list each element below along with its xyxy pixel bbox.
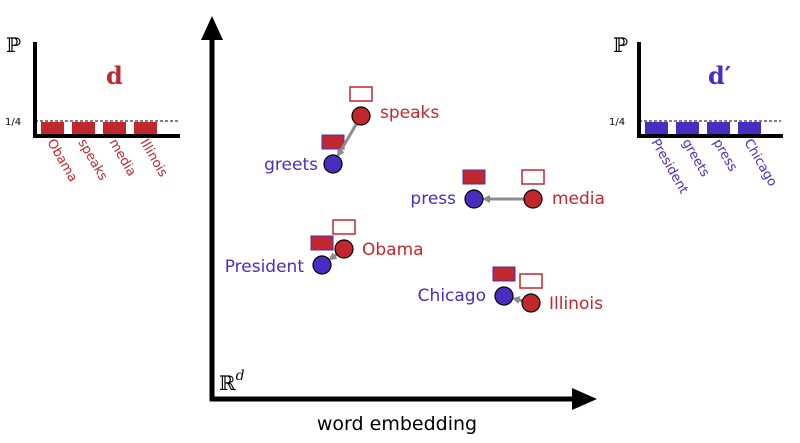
chicago-point bbox=[494, 286, 514, 306]
embedding-x-arrowhead bbox=[572, 388, 597, 410]
media-hollow-marker bbox=[521, 169, 545, 185]
left-bar-label-media: media bbox=[106, 137, 139, 180]
chicago-filled-marker bbox=[492, 266, 516, 282]
right-bar-president bbox=[645, 122, 668, 134]
right-hist-y-label: ℙ bbox=[613, 33, 628, 57]
obama-hollow-marker bbox=[332, 219, 356, 235]
left-hist-title: d bbox=[106, 61, 123, 90]
right-hist-bars bbox=[645, 122, 761, 134]
media-label: media bbox=[552, 189, 605, 209]
pair-media-press: media press bbox=[410, 169, 605, 209]
right-hist-title: d′ bbox=[708, 61, 731, 90]
right-bar-greets bbox=[676, 122, 699, 134]
president-label: President bbox=[225, 257, 305, 277]
speaks-to-greets-arrow bbox=[337, 121, 359, 158]
pair-illinois-chicago: Illinois Chicago bbox=[418, 266, 603, 314]
left-hist-bars bbox=[41, 122, 157, 134]
speaks-point bbox=[351, 106, 371, 126]
left-bar-speaks bbox=[72, 122, 95, 134]
right-bar-label-chicago: Chicago bbox=[741, 137, 780, 190]
embedding-x-label: word embedding bbox=[317, 413, 477, 435]
media-point bbox=[523, 189, 543, 209]
greets-label: greets bbox=[264, 155, 318, 175]
president-point bbox=[312, 255, 332, 275]
embedding-points: speaks greets media press Obama President Illi… bbox=[225, 86, 605, 314]
left-bar-obama bbox=[41, 122, 64, 134]
chicago-label: Chicago bbox=[418, 286, 486, 306]
right-hist-tick-label: 1/4 bbox=[609, 117, 625, 128]
left-bar-media bbox=[103, 122, 126, 134]
embedding-space-label: ℝd bbox=[219, 368, 245, 395]
greets-filled-marker bbox=[321, 134, 345, 150]
press-filled-marker bbox=[462, 169, 486, 185]
left-bar-label-illinois: Illinois bbox=[137, 137, 171, 180]
pair-speaks-greets: speaks greets bbox=[264, 86, 439, 175]
right-bar-chicago bbox=[738, 122, 761, 134]
obama-label: Obama bbox=[362, 240, 424, 260]
left-hist-y-label: ℙ bbox=[6, 33, 21, 57]
president-filled-marker bbox=[310, 235, 334, 251]
illinois-point bbox=[521, 293, 541, 313]
obama-point bbox=[334, 239, 354, 259]
press-label: press bbox=[410, 189, 456, 209]
illinois-label: Illinois bbox=[549, 294, 603, 314]
press-point bbox=[464, 189, 484, 209]
pair-obama-president: Obama President bbox=[225, 219, 424, 277]
right-bar-label-greets: greets bbox=[679, 137, 713, 180]
left-bar-illinois bbox=[134, 122, 157, 134]
speaks-hollow-marker bbox=[349, 86, 373, 102]
embedding-y-arrowhead bbox=[201, 16, 223, 40]
illinois-hollow-marker bbox=[519, 273, 543, 289]
greets-point bbox=[323, 154, 343, 174]
embedding-axes: ℝd word embedding bbox=[201, 16, 597, 435]
right-bar-label-press: press bbox=[710, 137, 741, 175]
left-hist-tick-label: 1/4 bbox=[5, 117, 21, 128]
speaks-label: speaks bbox=[380, 103, 439, 123]
right-bar-press bbox=[707, 122, 730, 134]
